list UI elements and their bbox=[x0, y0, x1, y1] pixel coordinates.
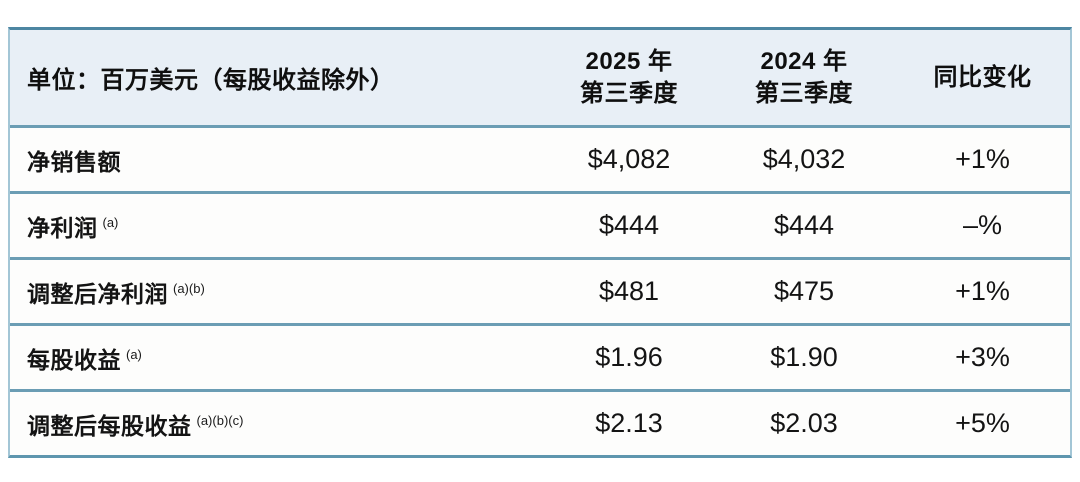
row-label-eps: 每股收益 (a) bbox=[10, 341, 545, 375]
footnote-marker: (a) bbox=[102, 214, 119, 230]
row-label-adjusted-net-income: 调整后净利润 (a)(b) bbox=[10, 275, 545, 309]
row-label-net-income: 净利润 (a) bbox=[10, 209, 545, 243]
table-row-adjusted-eps: 调整后每股收益 (a)(b)(c) $2.13 $2.03 +5% bbox=[10, 389, 1070, 455]
column-header-q3-2024-quarter: 第三季度 bbox=[755, 79, 853, 107]
value-adjusted-net-income-change: +1% bbox=[955, 276, 1010, 306]
value-eps-change: +3% bbox=[955, 342, 1010, 372]
row-label-text: 每股收益 bbox=[27, 346, 121, 373]
value-adjusted-eps-2024: $2.03 bbox=[770, 408, 838, 438]
footnote-marker: (a)(b) bbox=[173, 280, 205, 296]
column-header-q3-2025-year: 2025 年 bbox=[585, 47, 673, 75]
table-row-net-sales: 净销售额 $4,082 $4,032 +1% bbox=[10, 125, 1070, 191]
column-header-q3-2025-quarter: 第三季度 bbox=[580, 79, 678, 107]
value-eps-2024: $1.90 bbox=[770, 342, 838, 372]
table-header-row: 单位：百万美元（每股收益除外） 2025 年 第三季度 2024 年 第三季度 … bbox=[10, 30, 1070, 125]
value-net-income-2024: $444 bbox=[773, 210, 835, 240]
row-label-text: 净利润 bbox=[27, 214, 98, 241]
row-label-text: 净销售额 bbox=[27, 148, 121, 175]
value-adjusted-eps-change: +5% bbox=[955, 408, 1010, 438]
column-header-q3-2024: 2024 年 第三季度 bbox=[713, 46, 895, 110]
column-header-q3-2024-year: 2024 年 bbox=[760, 47, 848, 75]
column-header-yoy-change: 同比变化 bbox=[895, 62, 1070, 94]
row-label-net-sales: 净销售额 bbox=[10, 143, 545, 177]
footnote-marker: (a)(b)(c) bbox=[196, 412, 244, 428]
footnote-marker: (a) bbox=[126, 346, 142, 362]
unit-label: 单位：百万美元（每股收益除外） bbox=[27, 67, 395, 94]
table-row-net-income: 净利润 (a) $444 $444 –% bbox=[10, 191, 1070, 257]
value-net-sales-2025: $4,082 bbox=[587, 144, 671, 174]
value-adjusted-net-income-2025: $481 bbox=[598, 276, 660, 306]
value-adjusted-net-income-2024: $475 bbox=[773, 276, 835, 306]
column-header-yoy-change-label: 同比变化 bbox=[933, 63, 1032, 91]
value-net-sales-change: +1% bbox=[955, 144, 1010, 174]
financial-results-table: 单位：百万美元（每股收益除外） 2025 年 第三季度 2024 年 第三季度 … bbox=[8, 27, 1072, 458]
row-label-text: 调整后净利润 bbox=[27, 280, 168, 307]
row-label-adjusted-eps: 调整后每股收益 (a)(b)(c) bbox=[10, 407, 545, 441]
row-label-text: 调整后每股收益 bbox=[27, 412, 192, 439]
table-row-adjusted-net-income: 调整后净利润 (a)(b) $481 $475 +1% bbox=[10, 257, 1070, 323]
value-net-income-change: –% bbox=[962, 210, 1003, 240]
table-row-eps: 每股收益 (a) $1.96 $1.90 +3% bbox=[10, 323, 1070, 389]
value-net-sales-2024: $4,032 bbox=[762, 144, 846, 174]
value-net-income-2025: $444 bbox=[598, 210, 660, 240]
column-header-q3-2025: 2025 年 第三季度 bbox=[545, 46, 713, 110]
value-adjusted-eps-2025: $2.13 bbox=[595, 408, 663, 438]
value-eps-2025: $1.96 bbox=[595, 342, 663, 372]
